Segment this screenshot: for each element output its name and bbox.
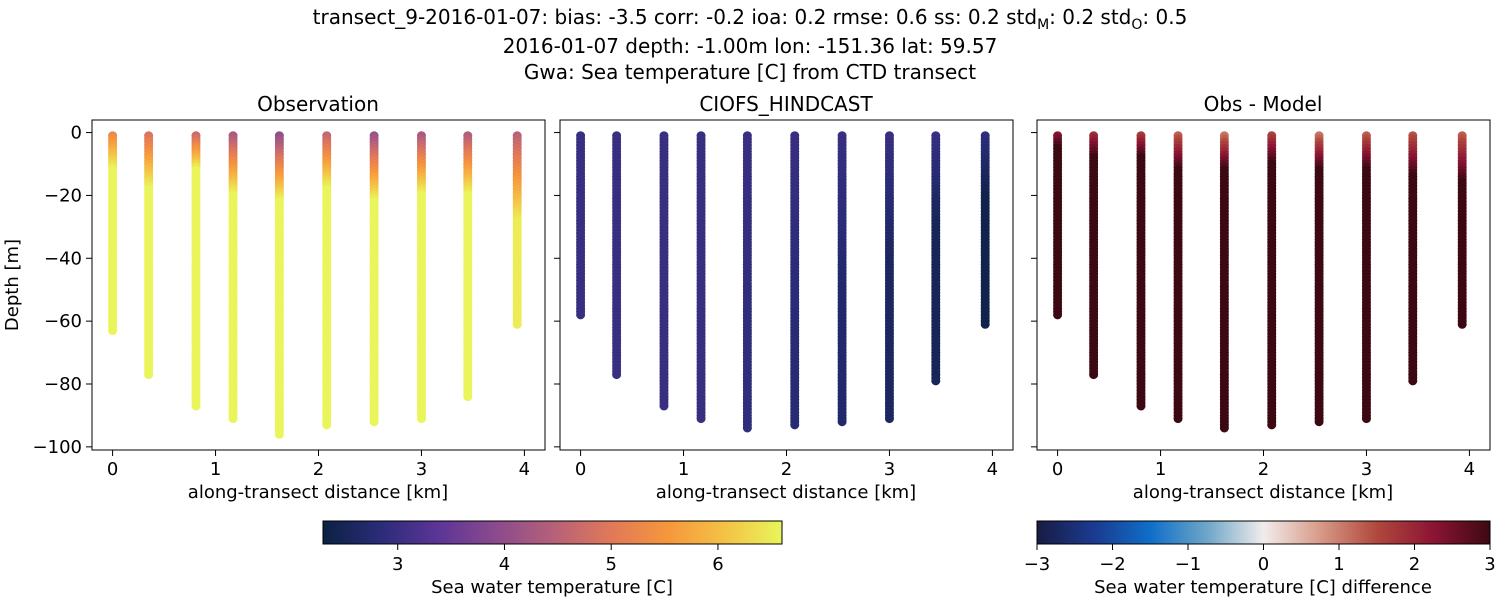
panel-ticks: 0 1 2 3 4 [554, 132, 998, 480]
y-tick-label: −40 [44, 248, 82, 269]
x-axis-label: along-transect distance [km] [656, 482, 916, 503]
x-tick-label: 0 [575, 459, 586, 480]
x-tick-label: 2 [313, 459, 324, 480]
data-point [696, 414, 706, 424]
data-point [191, 401, 201, 411]
x-tick-label: 1 [678, 459, 689, 480]
data-point [612, 370, 622, 380]
panel-ticks: 0 1 2 3 4 [1031, 132, 1475, 480]
panel-frame [91, 119, 546, 451]
colorbar-tick-label: 5 [605, 554, 616, 575]
colorbar-tick-label: −2 [1099, 554, 1126, 575]
panel-title: Obs - Model [1204, 92, 1323, 116]
data-point [1314, 417, 1324, 427]
x-tick-label: 4 [987, 459, 998, 480]
colorbar-gradient [1036, 520, 1491, 545]
panel-difference: Obs - Model 0 1 2 3 4 along-transect distanc… [1031, 92, 1491, 503]
y-tick-label: −20 [44, 185, 82, 206]
data-point [1361, 414, 1371, 424]
data-point [228, 414, 238, 424]
colorbar-ticks: −3 −2 −1 0 1 2 3 [1024, 544, 1496, 575]
data-point [790, 420, 800, 430]
colorbar-label: Sea water temperature [C] difference [1094, 577, 1432, 598]
panel-observation: Observation 0 1 2 3 4 0 −20 −40 −60 −80 −100 along… [2, 92, 546, 503]
colorbar-tick-label: 1 [1333, 554, 1344, 575]
y-tick-label: −100 [33, 437, 82, 458]
colorbar-tick-label: 0 [1258, 554, 1269, 575]
colorbar-ticks: 3 4 5 6 [392, 544, 724, 575]
colorbar-tick-label: −1 [1175, 554, 1202, 575]
data-point [1053, 310, 1063, 320]
data-point [463, 392, 473, 402]
figure-title-line3: Gwa: Sea temperature [C] from CTD transe… [524, 60, 976, 84]
x-tick-label: 3 [884, 459, 895, 480]
panel-marks [1053, 131, 1467, 433]
data-point [274, 429, 284, 439]
x-tick-label: 0 [1052, 459, 1063, 480]
x-tick-label: 2 [781, 459, 792, 480]
x-axis-label: along-transect distance [km] [1133, 482, 1393, 503]
data-point [659, 401, 669, 411]
panel-frame [1036, 119, 1491, 451]
colorbar-tick-label: 6 [712, 554, 723, 575]
x-tick-label: 3 [1361, 459, 1372, 480]
x-tick-label: 1 [1155, 459, 1166, 480]
x-tick-label: 4 [1464, 459, 1475, 480]
data-point [1136, 401, 1146, 411]
panel-title: CIOFS_HINDCAST [699, 92, 873, 116]
x-tick-label: 1 [210, 459, 221, 480]
x-tick-label: 0 [107, 459, 118, 480]
data-point [416, 414, 426, 424]
colorbar-temperature: 3 4 5 6 Sea water temperature [C] [322, 520, 783, 598]
data-point [742, 423, 752, 433]
figure-title-line1: transect_9-2016-01-07: bias: -3.5 corr: … [313, 5, 1188, 33]
panel-ticks: 0 1 2 3 4 0 −20 −40 −60 −80 −100 [33, 123, 531, 480]
panel-model: CIOFS_HINDCAST 0 1 2 3 4 along-transect dist… [554, 92, 1014, 503]
figure-title-line2: 2016-01-07 depth: -1.00m lon: -151.36 la… [503, 34, 998, 58]
y-axis-label: Depth [m] [2, 239, 23, 331]
colorbar-tick-label: 3 [1484, 554, 1495, 575]
colorbar-label: Sea water temperature [C] [431, 577, 673, 598]
data-point [1457, 319, 1467, 329]
data-point [1267, 420, 1277, 430]
x-tick-label: 2 [1258, 459, 1269, 480]
x-axis-label: along-transect distance [km] [188, 482, 448, 503]
data-point [369, 417, 379, 427]
data-point [322, 420, 332, 430]
data-point [1219, 423, 1229, 433]
colorbar-tick-label: 2 [1409, 554, 1420, 575]
data-point [931, 376, 941, 386]
colorbar-gradient [322, 520, 783, 545]
colorbar-tick-label: 4 [499, 554, 510, 575]
y-tick-label: −80 [44, 374, 82, 395]
data-point [1408, 376, 1418, 386]
data-point [837, 417, 847, 427]
data-point [980, 319, 990, 329]
data-point [1089, 370, 1099, 380]
colorbar-tick-label: −3 [1024, 554, 1051, 575]
data-point [884, 414, 894, 424]
y-tick-label: −60 [44, 311, 82, 332]
data-point [108, 326, 118, 336]
data-point [144, 370, 154, 380]
panel-title: Observation [257, 92, 379, 116]
x-tick-label: 4 [519, 459, 530, 480]
panel-frame [559, 119, 1014, 451]
y-tick-label: 0 [71, 123, 82, 144]
colorbar-tick-label: 3 [392, 554, 403, 575]
data-point [1173, 414, 1183, 424]
panel-marks [576, 131, 990, 433]
data-point [576, 310, 586, 320]
colorbar-difference: −3 −2 −1 0 1 2 3 Sea water temperature [C] dif… [1024, 520, 1496, 598]
panel-marks [108, 131, 522, 439]
data-point [512, 319, 522, 329]
x-tick-label: 3 [416, 459, 427, 480]
